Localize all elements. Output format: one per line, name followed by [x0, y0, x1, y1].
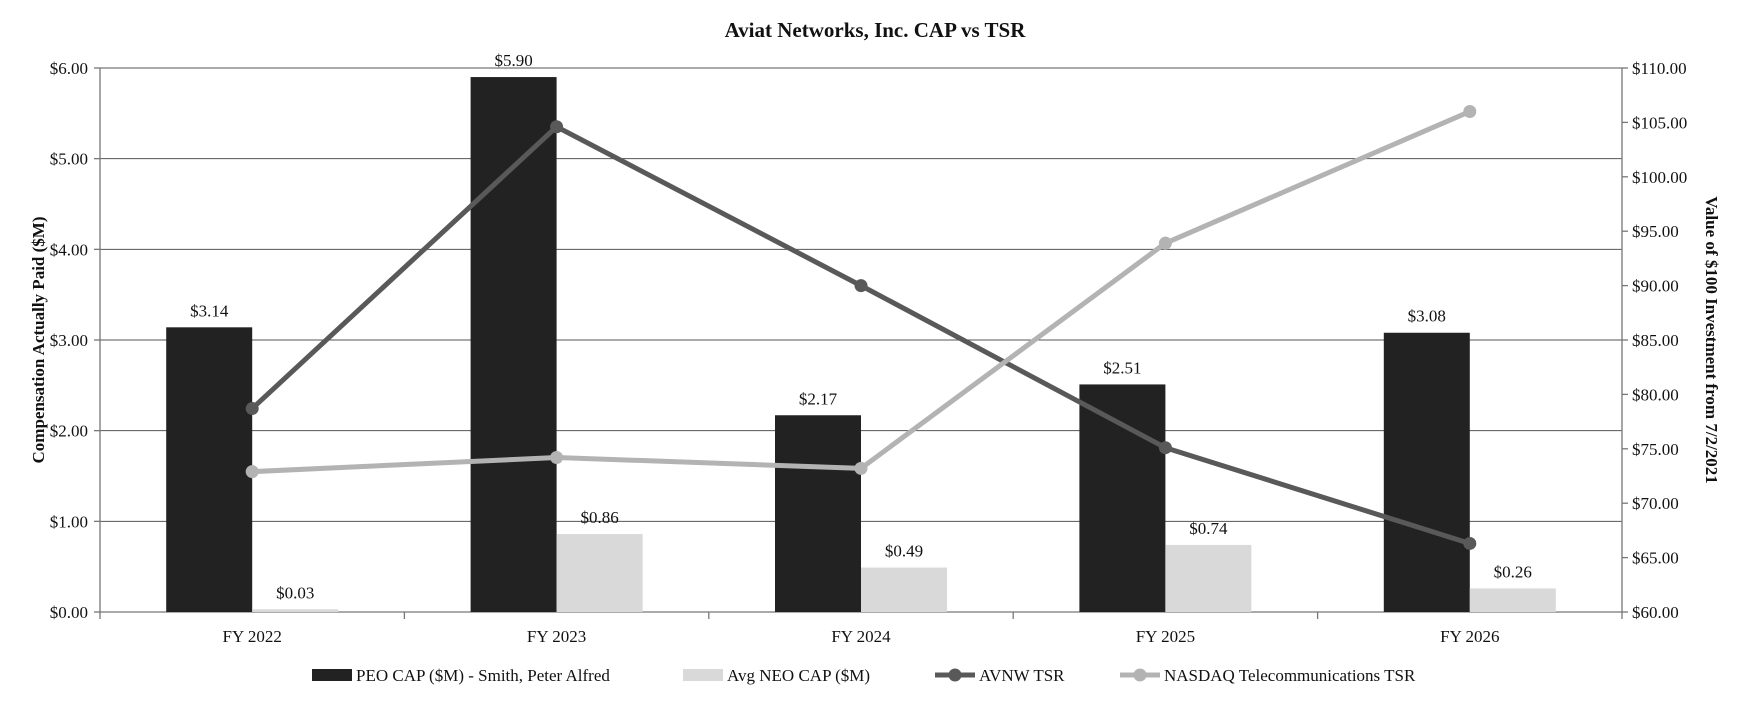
y-right-tick-label: $80.00	[1632, 385, 1679, 404]
legend-label: NASDAQ Telecommunications TSR	[1164, 666, 1416, 685]
series-point	[550, 120, 564, 134]
y-left-tick-label: $4.00	[50, 240, 88, 259]
y-right-tick-label: $60.00	[1632, 603, 1679, 622]
axes: $0.00 $1.00 $2.00 $3.00 $4.00 $5.00 $6.00 $60.0…	[50, 59, 1688, 646]
bar	[775, 415, 861, 612]
y-left-tick-label: $6.00	[50, 59, 88, 78]
lines	[245, 105, 1477, 550]
x-tick-label: FY 2025	[1136, 627, 1195, 646]
bar-data-label: $0.49	[885, 542, 923, 561]
bar-data-label: $0.26	[1494, 562, 1532, 581]
y-axis-left-title: Compensation Actually Paid ($M)	[29, 217, 48, 464]
bar	[252, 609, 339, 612]
series-point	[245, 465, 259, 479]
legend-swatch-marker	[1133, 668, 1147, 682]
y-right-tick-label: $70.00	[1632, 494, 1679, 513]
bar	[1469, 588, 1556, 612]
bar	[1383, 332, 1470, 612]
legend-swatch	[312, 669, 352, 681]
y-right-tick-label: $105.00	[1632, 113, 1687, 132]
bar	[861, 567, 947, 612]
bar-data-label: $3.08	[1408, 307, 1446, 326]
bar-data-label: $0.86	[580, 508, 618, 527]
series-point	[245, 402, 259, 416]
x-tick-label: FY 2024	[831, 627, 891, 646]
bar	[1165, 544, 1252, 612]
legend-swatch	[683, 669, 723, 681]
y-right-tick-label: $100.00	[1632, 168, 1687, 187]
bar	[166, 327, 253, 612]
x-tick-label: FY 2022	[223, 627, 282, 646]
bar	[1079, 384, 1166, 612]
bar-data-label: $0.74	[1189, 519, 1228, 538]
bar-data-label: $2.17	[799, 389, 838, 408]
legend-swatch-marker	[948, 668, 962, 682]
legend: PEO CAP ($M) - Smith, Peter Alfred Avg NE…	[312, 666, 1416, 685]
y-left-tick-label: $3.00	[50, 331, 88, 350]
y-right-tick-label: $85.00	[1632, 331, 1679, 350]
y-left-tick-label: $1.00	[50, 512, 88, 531]
series-point	[1463, 536, 1477, 550]
bar	[556, 534, 643, 612]
series-point	[854, 461, 868, 475]
legend-label: Avg NEO CAP ($M)	[727, 666, 870, 685]
y-right-tick-label: $65.00	[1632, 549, 1679, 568]
y-right-tick-label: $95.00	[1632, 222, 1679, 241]
x-tick-label: FY 2026	[1440, 627, 1499, 646]
y-right-tick-label: $110.00	[1632, 59, 1687, 78]
series-point	[1158, 236, 1172, 250]
chart-title: Aviat Networks, Inc. CAP vs TSR	[725, 18, 1027, 42]
data-labels: $3.14 $5.90 $2.17 $2.51 $3.08 $0.03 $0.86 $0.49…	[190, 51, 1532, 602]
series-point	[854, 279, 868, 293]
legend-label: AVNW TSR	[979, 666, 1065, 685]
y-left-tick-label: $0.00	[50, 603, 88, 622]
bar	[470, 77, 557, 613]
bar-data-label: $3.14	[190, 301, 229, 320]
series-point	[550, 451, 564, 465]
bar-data-label: $0.03	[276, 583, 314, 602]
y-axis-right-title: Value of $100 Investment from 7/2/2021	[1702, 196, 1721, 484]
bar-data-label: $5.90	[494, 51, 532, 70]
bar-data-label: $2.51	[1103, 358, 1141, 377]
y-left-tick-label: $2.00	[50, 422, 88, 441]
series-point	[1463, 105, 1477, 119]
series-point	[1158, 441, 1172, 455]
y-left-tick-label: $5.00	[50, 150, 88, 169]
bars	[166, 77, 1556, 613]
x-tick-label: FY 2023	[527, 627, 586, 646]
y-right-tick-label: $75.00	[1632, 440, 1679, 459]
y-right-tick-label: $90.00	[1632, 277, 1679, 296]
legend-label: PEO CAP ($M) - Smith, Peter Alfred	[356, 666, 610, 685]
